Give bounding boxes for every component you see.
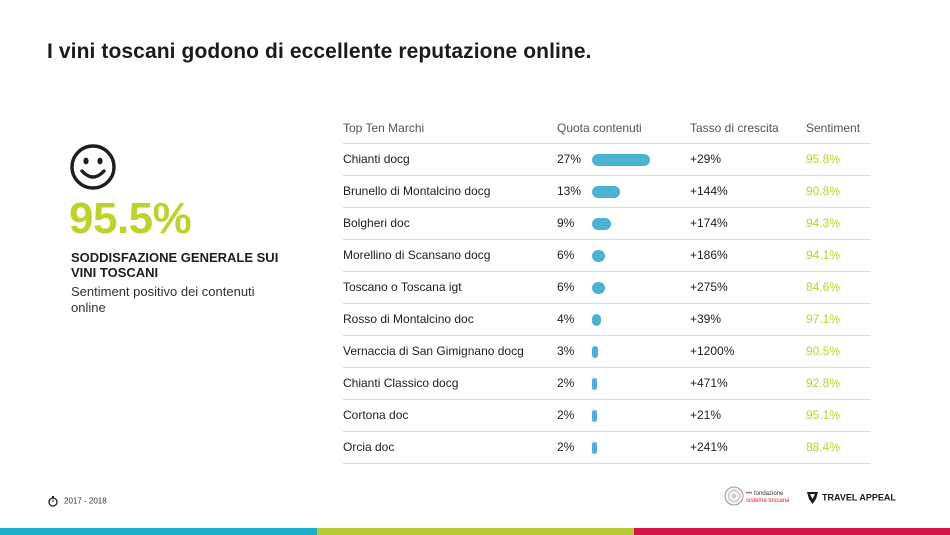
sentiment-value: 84.6% — [806, 280, 841, 294]
quota-bar — [592, 442, 597, 454]
footer-stripe-green — [317, 528, 634, 535]
brand-name: Chianti Classico docg — [343, 376, 459, 390]
table-row: Cortona doc 2% +21% 95.1% — [343, 400, 870, 432]
sentiment-value: 88.4% — [806, 440, 841, 454]
quota-bar — [592, 346, 598, 358]
brand-name: Brunello di Montalcino docg — [343, 184, 491, 198]
growth-rate: +174% — [690, 216, 728, 230]
brand-name: Orcia doc — [343, 440, 395, 454]
quota-bar — [592, 314, 601, 326]
brand-name: Rosso di Montalcino doc — [343, 312, 474, 326]
brand-name: Chianti docg — [343, 152, 410, 166]
quota-label: 2% — [557, 376, 575, 390]
smiley-icon — [70, 144, 116, 190]
header-brand: Top Ten Marchi — [343, 121, 425, 135]
brand-name: Cortona doc — [343, 408, 409, 422]
sentiment-value: 95.8% — [806, 152, 841, 166]
growth-rate: +241% — [690, 440, 728, 454]
quota-label: 9% — [557, 216, 575, 230]
satisfaction-heading: SODDISFAZIONE GENERALE SUI VINI TOSCANI — [71, 250, 279, 280]
table-row: Bolgheri doc 9% +174% 94.3% — [343, 208, 870, 240]
growth-rate: +144% — [690, 184, 728, 198]
table-row: Toscano o Toscana igt 6% +275% 84.6% — [343, 272, 870, 304]
sentiment-value: 90.5% — [806, 344, 841, 358]
quota-label: 6% — [557, 280, 575, 294]
growth-rate: +39% — [690, 312, 722, 326]
page-title: I vini toscani godono di eccellente repu… — [47, 40, 592, 63]
date-range: 2017 - 2018 — [48, 496, 107, 507]
quota-label: 13% — [557, 184, 582, 198]
quota-bar — [592, 250, 605, 262]
growth-rate: +275% — [690, 280, 728, 294]
sentiment-value: 92.8% — [806, 376, 841, 390]
footer-stripe-blue — [0, 528, 317, 535]
brand-name: Toscano o Toscana igt — [343, 280, 462, 294]
sentiment-value: 94.1% — [806, 248, 841, 262]
brand-name: Vernaccia di San Gimignano docg — [343, 344, 524, 358]
quota-label: 4% — [557, 312, 575, 326]
brands-table: Top Ten Marchi Quota contenuti Tasso di … — [343, 118, 870, 464]
quota-bar — [592, 410, 597, 422]
growth-rate: +29% — [690, 152, 722, 166]
table-row: Chianti docg 27% +29% 95.8% — [343, 144, 870, 176]
quota-label: 3% — [557, 344, 575, 358]
seal-icon — [724, 486, 744, 506]
brand-name: Morellino di Scansano docg — [343, 248, 491, 262]
table-row: Chianti Classico docg 2% +471% 92.8% — [343, 368, 870, 400]
partner-line1: ••• fondazione — [746, 491, 784, 497]
footer-stripe-red — [634, 528, 950, 535]
quota-bar — [592, 218, 611, 230]
overall-sentiment-value: 95.5% — [69, 194, 192, 243]
partner-line2: sistema toscana — [746, 498, 790, 504]
sentiment-value: 90.8% — [806, 184, 841, 198]
satisfaction-subtitle: Sentiment positivo dei contenuti online — [71, 284, 255, 315]
quota-label: 27% — [557, 152, 582, 166]
partner-logo-text: ••• fondazione sistema toscana — [746, 491, 789, 505]
travel-appeal-logo: TRAVEL APPEAL — [807, 492, 896, 504]
growth-rate: +471% — [690, 376, 728, 390]
brand-name: Bolgheri doc — [343, 216, 410, 230]
quota-label: 2% — [557, 440, 575, 454]
table-header: Top Ten Marchi Quota contenuti Tasso di … — [343, 118, 870, 144]
travel-appeal-label: TRAVEL APPEAL — [822, 492, 896, 503]
sentiment-value: 94.3% — [806, 216, 841, 230]
growth-rate: +21% — [690, 408, 722, 422]
sentiment-value: 95.1% — [806, 408, 841, 422]
quota-bar — [592, 378, 597, 390]
table-row: Vernaccia di San Gimignano docg 3% +1200% 9… — [343, 336, 870, 368]
growth-rate: +1200% — [690, 344, 735, 358]
quota-bar — [592, 282, 605, 294]
table-row: Morellino di Scansano docg 6% +186% 94.1% — [343, 240, 870, 272]
quota-bar — [592, 154, 650, 166]
growth-rate: +186% — [690, 248, 728, 262]
travel-appeal-logo-icon — [807, 492, 818, 504]
quota-label: 6% — [557, 248, 575, 262]
stopwatch-icon — [48, 496, 58, 507]
table-row: Rosso di Montalcino doc 4% +39% 97.1% — [343, 304, 870, 336]
date-range-label: 2017 - 2018 — [64, 496, 107, 506]
table-body: Chianti docg 27% +29% 95.8% Brunello di Mont… — [343, 144, 870, 464]
table-row: Brunello di Montalcino docg 13% +144% 90.8% — [343, 176, 870, 208]
quota-label: 2% — [557, 408, 575, 422]
sentiment-value: 97.1% — [806, 312, 841, 326]
table-row: Orcia doc 2% +241% 88.4% — [343, 432, 870, 464]
header-sentiment: Sentiment — [806, 121, 861, 135]
quota-bar — [592, 186, 620, 198]
header-growth: Tasso di crescita — [690, 121, 779, 135]
header-quota: Quota contenuti — [557, 121, 642, 135]
